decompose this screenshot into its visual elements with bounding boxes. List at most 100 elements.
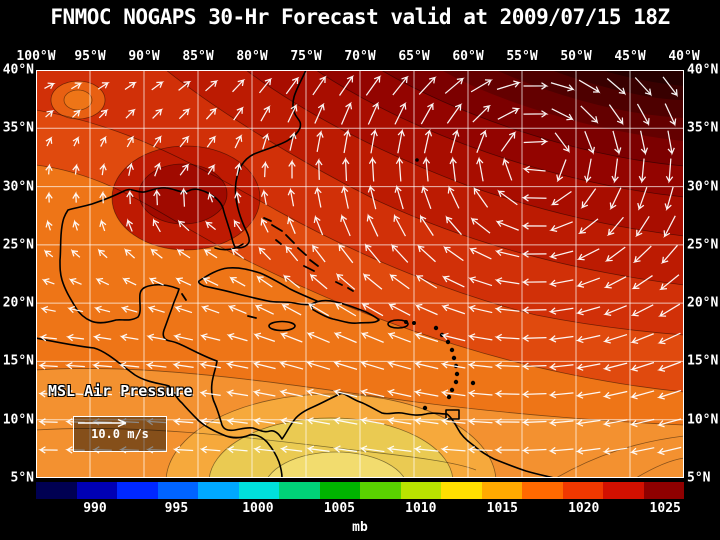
lon-tick-label: 55°W — [506, 49, 538, 64]
wind-arrow — [657, 361, 681, 372]
wind-arrow — [233, 218, 243, 232]
wind-arrow — [575, 277, 601, 288]
wind-arrow — [225, 361, 249, 369]
wind-vectors — [38, 75, 682, 456]
colorbar-tick: 1015 — [486, 501, 518, 516]
wind-arrow — [313, 214, 324, 236]
wind-arrow — [394, 184, 404, 210]
wind-arrow — [339, 75, 355, 96]
wind-arrow — [575, 306, 601, 316]
wind-arrow — [153, 188, 161, 206]
wind-arrow — [118, 389, 140, 398]
wind-arrow — [176, 248, 191, 259]
colorbar-segment — [279, 482, 320, 499]
wind-arrow — [314, 102, 325, 124]
wind-arrow — [199, 389, 221, 397]
lon-tick-label: 45°W — [614, 49, 646, 64]
lon-tick-label: 85°W — [182, 49, 214, 64]
wind-arrow — [120, 305, 138, 313]
wind-arrow — [178, 108, 191, 120]
wind-arrow — [152, 217, 161, 233]
wind-arrow — [205, 107, 218, 120]
wind-arrow — [306, 417, 331, 425]
wind-arrow — [126, 218, 133, 232]
wind-arrow — [312, 75, 327, 96]
wind-arrow — [494, 305, 520, 313]
wind-arrow — [392, 75, 409, 96]
wind-arrow — [609, 187, 622, 211]
colorbar-segment — [319, 482, 360, 499]
wind-arrow — [611, 158, 619, 184]
wind-arrow — [232, 79, 246, 93]
lat-tick-label: 25°N — [2, 237, 34, 253]
wind-arrow — [413, 417, 439, 425]
wind-arrow — [199, 445, 221, 454]
wind-arrow — [65, 361, 85, 370]
wind-arrow — [262, 132, 270, 150]
wind-arrow — [521, 446, 547, 455]
wind-arrow — [368, 156, 377, 182]
wind-scale-legend: 10.0 m/s — [73, 416, 167, 452]
wind-arrow — [226, 417, 248, 426]
wind-arrow — [92, 418, 112, 426]
wind-arrow — [279, 445, 303, 454]
colorbar-tick: 990 — [83, 501, 107, 516]
wind-arrow — [414, 303, 438, 316]
wind-arrow — [256, 275, 273, 288]
wind-arrow — [386, 445, 412, 453]
wind-arrow — [497, 107, 521, 120]
wind-arrow — [260, 188, 269, 205]
wind-arrow — [554, 132, 570, 154]
coast-lesser-antilles — [404, 158, 476, 411]
wind-arrow — [656, 389, 682, 400]
wind-arrow — [632, 245, 652, 263]
lat-tick-label: 5°N — [10, 470, 34, 486]
field-label: MSL Air Pressure — [48, 382, 193, 400]
wind-arrow — [173, 333, 194, 341]
wind-arrow — [365, 75, 382, 96]
wind-arrow — [523, 137, 549, 146]
wind-arrow — [253, 445, 275, 454]
lon-tick-label: 80°W — [236, 49, 268, 64]
wind-arrow — [603, 276, 627, 289]
wind-arrow — [91, 361, 113, 370]
lon-tick-label: 40°W — [668, 49, 700, 64]
lat-tick-label: 40°N — [2, 62, 34, 78]
wind-arrow — [366, 213, 379, 237]
wind-arrow — [145, 361, 167, 370]
wind-arrow — [576, 248, 600, 261]
wind-arrow — [40, 305, 56, 314]
map-border — [36, 70, 684, 478]
wind-arrow — [423, 128, 433, 154]
wind-arrow — [174, 305, 193, 314]
wind-arrow — [230, 247, 245, 260]
wind-arrow — [333, 331, 357, 344]
wind-arrow — [45, 163, 53, 175]
wind-arrow — [359, 388, 385, 398]
wind-arrow — [660, 244, 678, 264]
wind-arrow — [72, 136, 80, 147]
wind-arrow — [252, 417, 276, 425]
wind-arrow — [468, 276, 493, 287]
wind-arrow — [172, 389, 194, 398]
wind-arrow — [663, 215, 676, 238]
wind-arrow — [252, 389, 276, 397]
wind-arrow — [497, 189, 518, 206]
coast-hispaniola — [311, 299, 380, 324]
wind-arrow — [444, 77, 465, 94]
wind-arrow — [441, 275, 465, 288]
wind-arrow — [334, 302, 357, 317]
coast-puerto-rico — [387, 319, 409, 329]
wind-arrow — [584, 131, 595, 155]
wind-arrow — [548, 363, 574, 371]
coast-pacific-central-america — [36, 337, 283, 478]
wind-arrow — [602, 419, 628, 427]
wind-arrow — [179, 135, 190, 148]
wind-arrow — [306, 445, 330, 453]
wind-arrow — [281, 303, 302, 316]
wind-arrow — [126, 162, 134, 176]
lat-tick-label: 20°N — [687, 295, 719, 311]
wind-arrow — [333, 445, 358, 453]
colorbar-segment — [117, 482, 158, 499]
